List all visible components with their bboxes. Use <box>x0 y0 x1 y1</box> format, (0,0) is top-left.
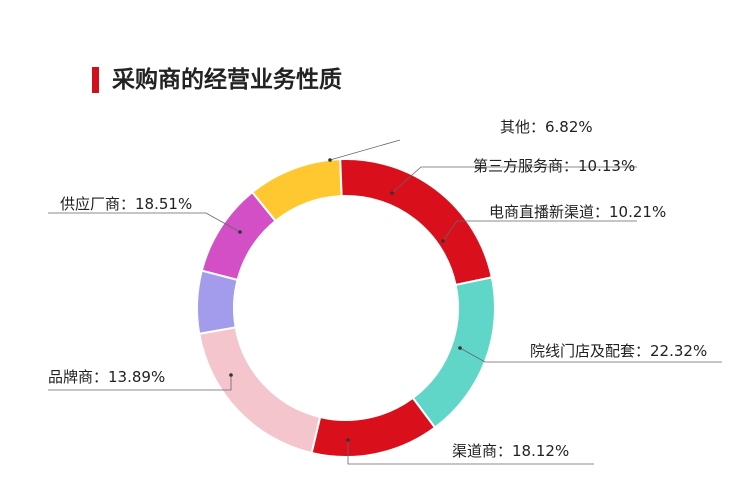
leader-dot <box>441 239 445 243</box>
slice-label: 供应厂商：18.51% <box>60 195 192 213</box>
slice-label: 渠道商：18.12% <box>452 442 569 460</box>
title-accent-bar <box>92 67 99 93</box>
leader-dot <box>346 438 350 442</box>
slice-label: 品牌商：13.89% <box>48 368 165 386</box>
leader-line <box>442 220 637 242</box>
donut-slice <box>196 269 239 336</box>
leader-dot <box>328 158 332 162</box>
donut-slice <box>310 396 437 458</box>
slice-label: 其他：6.82% <box>500 118 593 136</box>
leader-line <box>329 139 401 161</box>
slice-label: 第三方服务商：10.13% <box>473 157 635 175</box>
donut-slice <box>339 158 493 287</box>
chart-title: 采购商的经营业务性质 <box>112 67 342 93</box>
leader-line <box>48 375 232 391</box>
leader-dot <box>229 373 233 377</box>
slice-label: 院线门店及配套：22.32% <box>530 342 707 360</box>
leader-dot <box>238 230 242 234</box>
leader-dot <box>458 346 462 350</box>
donut-slice <box>198 326 322 455</box>
leader-line <box>48 212 241 233</box>
leader-line <box>391 166 637 194</box>
leader-dot <box>390 191 394 195</box>
leader-line <box>347 440 594 465</box>
slice-label: 电商直播新渠道：10.21% <box>489 203 666 221</box>
leader-line <box>459 347 722 363</box>
donut-slice <box>411 276 496 429</box>
